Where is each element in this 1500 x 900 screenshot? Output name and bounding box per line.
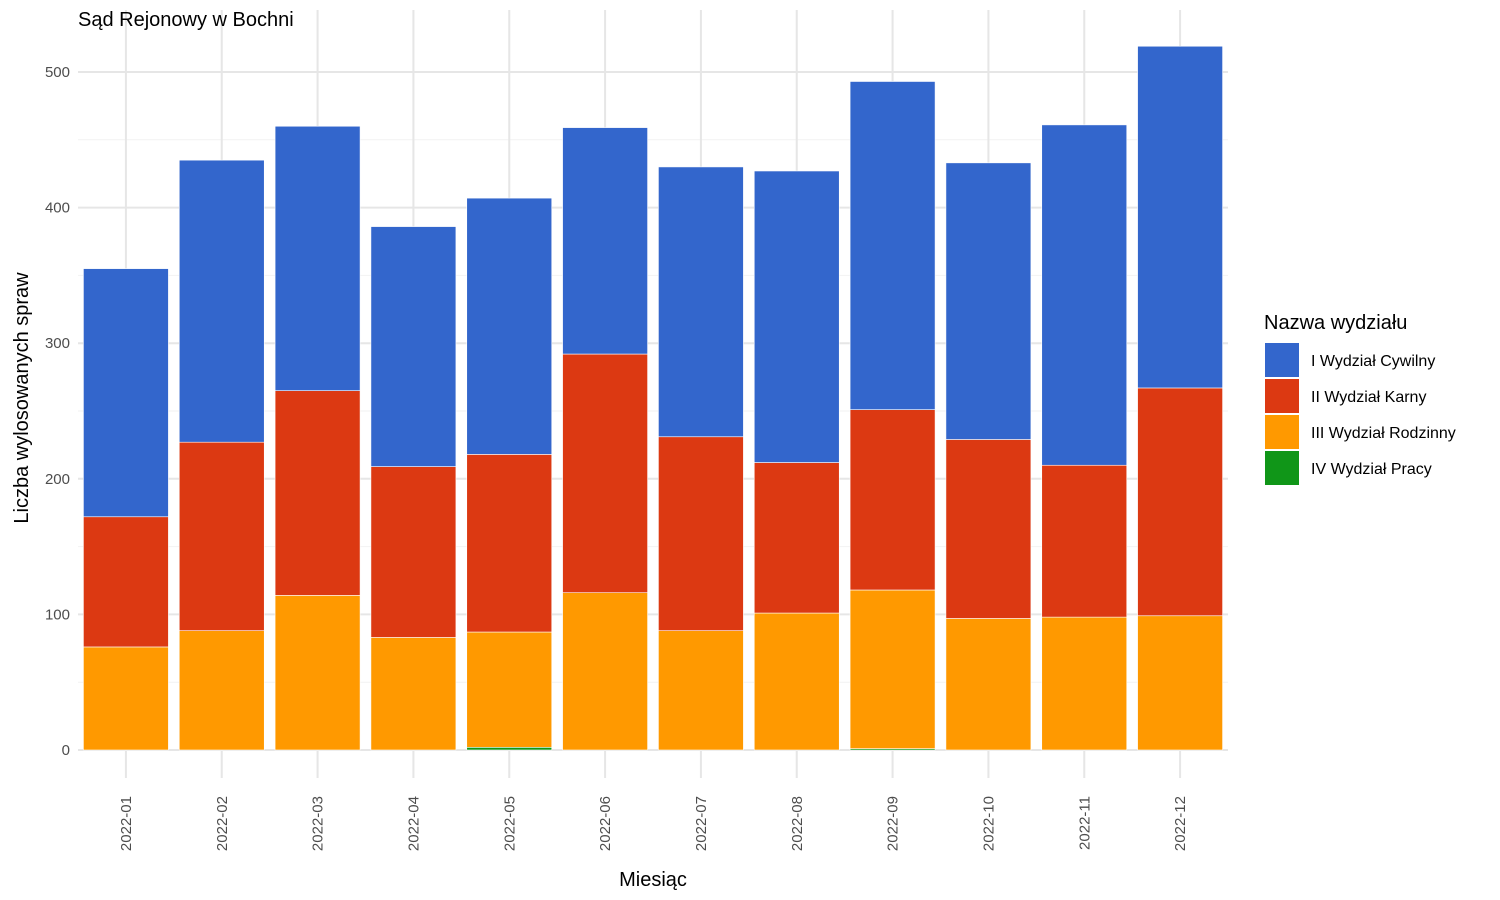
legend-swatch: [1265, 343, 1299, 377]
bar-segment: [1137, 387, 1223, 617]
chart-title: Sąd Rejonowy w Bochni: [78, 9, 294, 31]
legend-swatch: [1265, 379, 1299, 413]
bar-segment: [274, 125, 361, 391]
x-axis-ticks: 2022-01 2022-02 2022-03 2022-04 2022-05 2022-…: [118, 796, 1189, 851]
x-tick-label: 2022-11: [1076, 796, 1093, 850]
legend-swatch: [1265, 451, 1299, 485]
bar-segment: [849, 81, 936, 410]
bar-segment: [849, 409, 936, 591]
y-tick-label: 400: [45, 200, 70, 217]
legend-label: IV Wydział Pracy: [1311, 461, 1432, 478]
bar-segment: [178, 441, 265, 631]
bar-segment: [658, 436, 744, 631]
legend: Nazwa wydziału I Wydział Cywilny II Wydzi…: [1264, 312, 1456, 485]
bar-segment: [466, 197, 553, 455]
bar-segment: [658, 630, 744, 751]
bar-segment: [274, 595, 361, 751]
bars-layer: [83, 45, 1223, 751]
legend-label: II Wydział Karny: [1311, 389, 1426, 406]
bar-segment: [945, 439, 1032, 619]
y-axis-ticks: 0 100 200 300 400 500: [45, 64, 70, 759]
y-tick-label: 500: [45, 64, 70, 81]
y-axis-title: Liczba wylosowanych spraw: [11, 272, 33, 524]
bar-segment: [83, 516, 169, 648]
bar-segment: [562, 127, 648, 355]
y-tick-label: 300: [45, 335, 70, 352]
bar-segment: [370, 226, 457, 467]
bar-segment: [83, 268, 169, 518]
legend-title: Nazwa wydziału: [1264, 312, 1407, 334]
legend-items: I Wydział Cywilny II Wydział Karny III Wyd…: [1265, 343, 1456, 485]
x-tick-label: 2022-12: [1172, 796, 1189, 851]
bar-segment: [466, 631, 553, 748]
x-tick-label: 2022-06: [597, 796, 614, 851]
y-tick-label: 100: [45, 606, 70, 623]
bar-segment: [562, 592, 648, 751]
bar-segment: [370, 466, 457, 638]
bar-segment: [1137, 615, 1223, 751]
bar-segment: [466, 454, 553, 633]
bar-segment: [1137, 45, 1223, 389]
y-tick-label: 200: [45, 471, 70, 488]
bar-segment: [466, 746, 553, 751]
x-tick-label: 2022-10: [980, 796, 997, 851]
x-tick-label: 2022-04: [405, 796, 422, 851]
bar-segment: [1041, 464, 1128, 618]
x-tick-label: 2022-01: [118, 796, 135, 851]
x-tick-label: 2022-03: [310, 796, 327, 851]
y-tick-label: 0: [62, 742, 70, 759]
bar-segment: [753, 612, 840, 751]
bar-segment: [945, 618, 1032, 751]
bar-segment: [849, 589, 936, 749]
x-tick-label: 2022-08: [789, 796, 806, 851]
bar-segment: [1041, 124, 1128, 466]
bar-segment: [753, 462, 840, 614]
bar-segment: [274, 390, 361, 596]
bar-segment: [178, 630, 265, 751]
bar-segment: [83, 646, 169, 751]
bar-segment: [178, 159, 265, 443]
x-axis-title: Miesiąc: [619, 869, 687, 891]
bar-segment: [1041, 616, 1128, 751]
x-tick-label: 2022-05: [501, 796, 518, 851]
bar-segment: [945, 162, 1032, 440]
x-tick-label: 2022-02: [214, 796, 231, 851]
legend-label: I Wydział Cywilny: [1311, 353, 1435, 370]
legend-label: III Wydział Rodzinny: [1311, 425, 1456, 442]
x-tick-label: 2022-07: [693, 796, 710, 851]
x-tick-label: 2022-09: [885, 796, 902, 851]
bar-segment: [753, 170, 840, 463]
bar-segment: [562, 353, 648, 594]
legend-swatch: [1265, 415, 1299, 449]
bar-segment: [370, 637, 457, 751]
bar-segment: [658, 166, 744, 438]
